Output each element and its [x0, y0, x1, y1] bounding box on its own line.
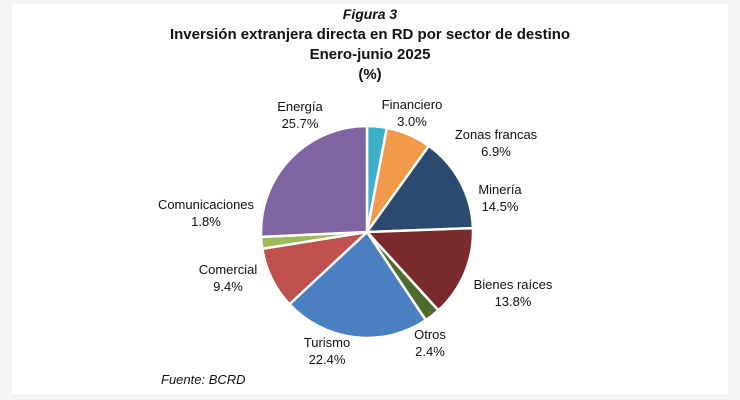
chart-subtitle: Enero-junio 2025 [309, 46, 431, 63]
slice-label-comunicaciones: Comunicaciones [158, 197, 255, 212]
slice-label-otros: Otros [414, 327, 446, 342]
slice-label-comercial: Comercial [199, 262, 258, 277]
slice-label-financiero: Financiero [382, 97, 443, 112]
slice-value-financiero: 3.0% [397, 114, 427, 129]
slice-value-zonas-francas: 6.9% [481, 144, 511, 159]
source-note: Fuente: BCRD [161, 372, 246, 387]
pie-slice-energia [259, 124, 369, 239]
pie-slice-mineria [365, 144, 475, 234]
pie-labels: Financiero 3.0% Zonas francas 6.9% Minería 14… [158, 97, 553, 367]
slice-value-bienes-raices: 13.8% [495, 294, 532, 309]
slice-label-bienes-raices: Bienes raíces [474, 277, 553, 292]
slice-label-zonas-francas: Zonas francas [455, 127, 538, 142]
slice-value-otros: 2.4% [415, 344, 445, 359]
slice-value-comunicaciones: 1.8% [191, 214, 221, 229]
slice-value-comercial: 9.4% [213, 279, 243, 294]
slice-label-energia: Energía [277, 99, 323, 114]
chart-title: Inversión extranjera directa en RD por s… [169, 26, 571, 43]
pie-slice-bienes-raices [365, 226, 475, 312]
pie-slice-turismo [288, 230, 428, 340]
pie-slices [259, 124, 475, 340]
slice-label-mineria: Minería [478, 182, 522, 197]
slice-value-energia: 25.7% [282, 116, 319, 131]
figure-label: Figura 3 [342, 6, 398, 22]
slice-value-turismo: 22.4% [309, 352, 346, 367]
slice-label-turismo: Turismo [304, 335, 350, 350]
slice-value-mineria: 14.5% [482, 199, 519, 214]
chart-unit: (%) [358, 66, 382, 83]
